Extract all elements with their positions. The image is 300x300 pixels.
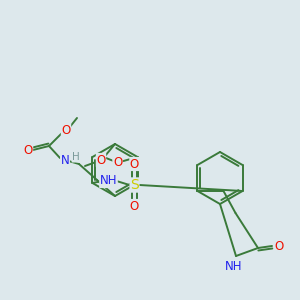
Text: O: O	[23, 145, 33, 158]
Text: O: O	[130, 200, 139, 212]
Text: O: O	[113, 157, 122, 169]
Text: NH: NH	[100, 175, 117, 188]
Text: H: H	[72, 152, 80, 162]
Text: N: N	[61, 154, 69, 166]
Text: S: S	[130, 178, 139, 192]
Text: NH: NH	[225, 260, 243, 272]
Text: O: O	[61, 124, 70, 136]
Text: O: O	[130, 158, 139, 170]
Text: O: O	[274, 239, 284, 253]
Text: O: O	[96, 154, 106, 166]
